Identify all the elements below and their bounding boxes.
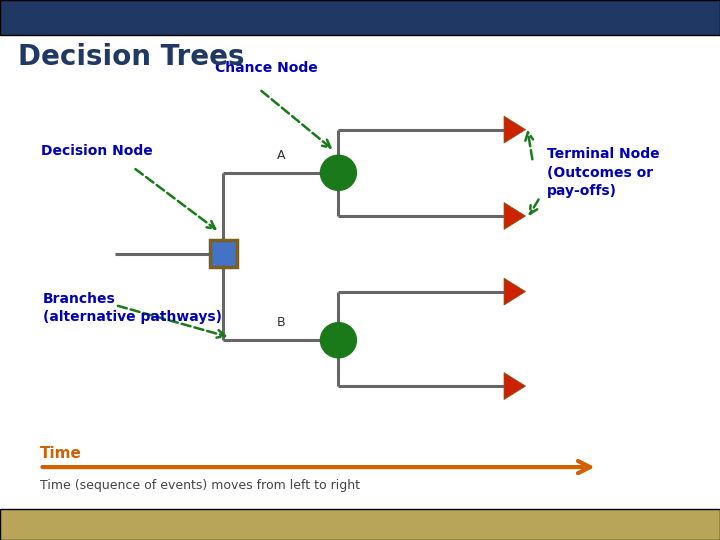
Text: A: A bbox=[277, 149, 286, 162]
Ellipse shape bbox=[320, 322, 356, 357]
Text: Terminal Node
(Outcomes or
pay-offs): Terminal Node (Outcomes or pay-offs) bbox=[547, 147, 660, 198]
Text: Time (sequence of events) moves from left to right: Time (sequence of events) moves from lef… bbox=[40, 480, 359, 492]
Polygon shape bbox=[504, 202, 526, 230]
Text: 8: 8 bbox=[13, 519, 20, 529]
Text: Branches
(alternative pathways): Branches (alternative pathways) bbox=[43, 292, 222, 324]
Text: Chance Node: Chance Node bbox=[215, 60, 318, 75]
Polygon shape bbox=[504, 278, 526, 305]
Text: Time: Time bbox=[40, 446, 81, 461]
Polygon shape bbox=[504, 373, 526, 400]
Text: Decision Trees: Decision Trees bbox=[18, 43, 245, 71]
FancyBboxPatch shape bbox=[210, 240, 237, 267]
Text: B: B bbox=[277, 316, 286, 329]
Text: Decision Node: Decision Node bbox=[41, 144, 153, 158]
Ellipse shape bbox=[320, 155, 356, 190]
Polygon shape bbox=[504, 116, 526, 143]
